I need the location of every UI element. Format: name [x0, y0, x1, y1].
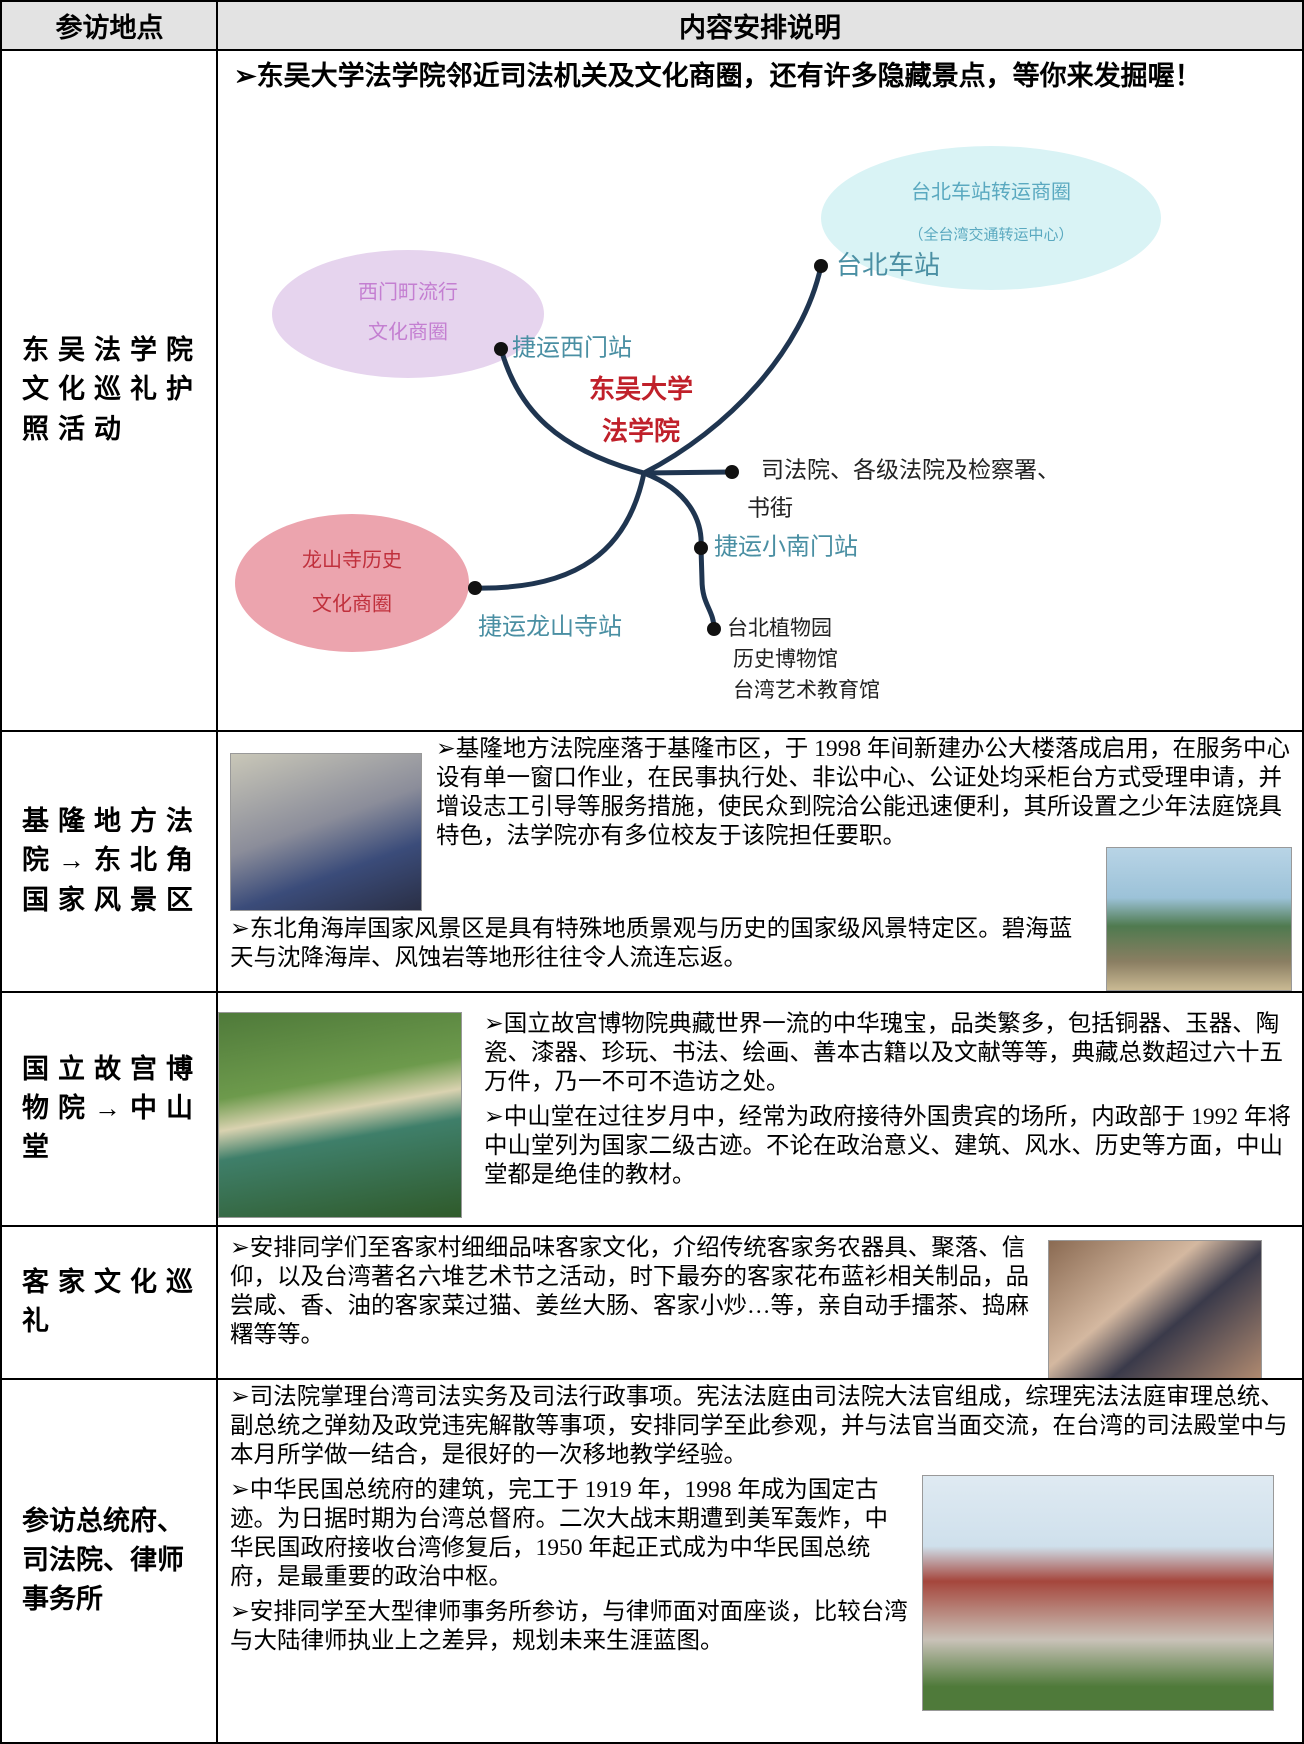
- place-cell: 客家文化巡礼: [2, 1226, 217, 1378]
- stop-label: 捷运龙山寺站: [478, 614, 622, 641]
- content-cell: ➢基隆地方法院座落于基隆市区，于 1998 年间新建办公大楼落成启用，在服务中心…: [218, 731, 1302, 991]
- area-bubble: [235, 514, 469, 652]
- center-label: 东吴大学: [589, 374, 693, 404]
- center-label: 法学院: [602, 416, 680, 446]
- photo: [230, 753, 422, 911]
- header-cell: 参访地点: [2, 2, 217, 49]
- place-cell: 参访总统府、司法院、律师事务所: [2, 1379, 217, 1742]
- content-cell: ➢司法院掌理台湾司法实务及司法行政事项。宪法法庭由司法院大法官组成，综理宪法法庭…: [218, 1379, 1302, 1742]
- border: [0, 991, 1304, 993]
- area-label: 文化商圈: [312, 593, 392, 616]
- stop-label: 台湾艺术教育馆: [733, 678, 880, 702]
- route-map: 台北车站转运商圈 （全台湾交通转运中心） 西门町流行 文化商圈 龙山寺历史 文化…: [235, 146, 1161, 702]
- header-cell: 内容安排说明: [218, 2, 1302, 49]
- stop-label: 台北植物园: [727, 616, 832, 640]
- place-text: 基隆地方法院→东北角国家风景区: [22, 806, 202, 915]
- area-bubble: [821, 146, 1161, 290]
- stop-dots: [468, 259, 828, 636]
- photo: [1048, 1240, 1262, 1378]
- content-cell: ➢国立故宫博物院典藏世界一流的中华瑰宝，品类繁多，包括铜器、玉器、陶瓷、漆器、珍…: [218, 992, 1302, 1225]
- border: [1302, 0, 1304, 1744]
- photo: [1106, 847, 1292, 991]
- stop-label: 捷运小南门站: [714, 534, 858, 561]
- paragraph: ➢东北角海岸国家风景区是具有特殊地质景观与历史的国家级风景特定区。碧海蓝天与沈降…: [230, 916, 1073, 971]
- paragraph: ➢国立故宫博物院典藏世界一流的中华瑰宝，品类繁多，包括铜器、玉器、陶瓷、漆器、珍…: [484, 1011, 1283, 1095]
- photo: [922, 1475, 1274, 1711]
- content-cell: ➢东吴大学法学院邻近司法机关及文化商圈，还有许多隐藏景点，等你来发掘喔！ 台北车…: [218, 50, 1302, 730]
- photo: [218, 1012, 462, 1218]
- area-label: 文化商圈: [368, 321, 448, 344]
- stop-label: 司法院、各级法院及检察署、: [761, 457, 1060, 482]
- content-cell: ➢安排同学们至客家村细细品味客家文化，介绍传统客家务农器具、聚落、信仰，以及台湾…: [218, 1226, 1302, 1378]
- paragraph: ➢中华民国总统府的建筑，完工于 1919 年，1998 年成为国定古迹。为日据时…: [230, 1477, 888, 1590]
- area-label: 龙山寺历史: [302, 549, 402, 572]
- stop-label: 书街: [747, 495, 793, 520]
- paragraph: ➢东吴大学法学院邻近司法机关及文化商圈，还有许多隐藏景点，等你来发掘喔！: [234, 61, 1202, 91]
- header-text: 内容安排说明: [679, 13, 841, 43]
- place-text: 东吴法学院文化巡礼护照活动: [22, 335, 202, 444]
- stop-label: 历史博物馆: [733, 647, 838, 671]
- place-text: 国立故宫博物院→中山堂: [22, 1053, 202, 1163]
- place-cell: 国立故宫博物院→中山堂: [2, 992, 217, 1225]
- paragraph: ➢基隆地方法院座落于基隆市区，于 1998 年间新建办公大楼落成启用，在服务中心…: [436, 736, 1290, 849]
- area-bubble: [272, 250, 544, 378]
- border: [0, 0, 1304, 2]
- area-label: 西门町流行: [358, 281, 458, 304]
- paragraph: ➢司法院掌理台湾司法实务及司法行政事项。宪法法庭由司法院大法官组成，综理宪法法庭…: [230, 1384, 1288, 1468]
- border: [0, 730, 1304, 732]
- place-text: 客家文化巡礼: [22, 1266, 202, 1336]
- header-text: 参访地点: [55, 13, 164, 43]
- stop-label: 台北车站: [836, 251, 940, 280]
- border: [0, 1742, 1304, 1744]
- border: [0, 49, 1304, 51]
- border: [0, 1225, 1304, 1227]
- paragraph: ➢安排同学们至客家村细细品味客家文化，介绍传统客家务农器具、聚落、信仰，以及台湾…: [230, 1235, 1029, 1348]
- place-text: 参访总统府、司法院、律师事务所: [22, 1505, 184, 1615]
- area-label: 台北车站转运商圈: [911, 181, 1071, 204]
- paragraph: ➢中山堂在过往岁月中，经常为政府接待外国贵宾的场所，内政部于 1992 年将中山…: [484, 1104, 1291, 1188]
- stop-label: 捷运西门站: [512, 335, 632, 362]
- border: [0, 1378, 1304, 1380]
- place-cell: 东吴法学院文化巡礼护照活动: [2, 50, 217, 730]
- border: [216, 0, 218, 1744]
- area-label: （全台湾交通转运中心）: [908, 225, 1073, 243]
- border: [0, 0, 2, 1744]
- paragraph: ➢安排同学至大型律师事务所参访，与律师面对面座谈，比较台湾与大陆律师执业上之差异…: [230, 1599, 908, 1654]
- place-cell: 基隆地方法院→东北角国家风景区: [2, 731, 217, 991]
